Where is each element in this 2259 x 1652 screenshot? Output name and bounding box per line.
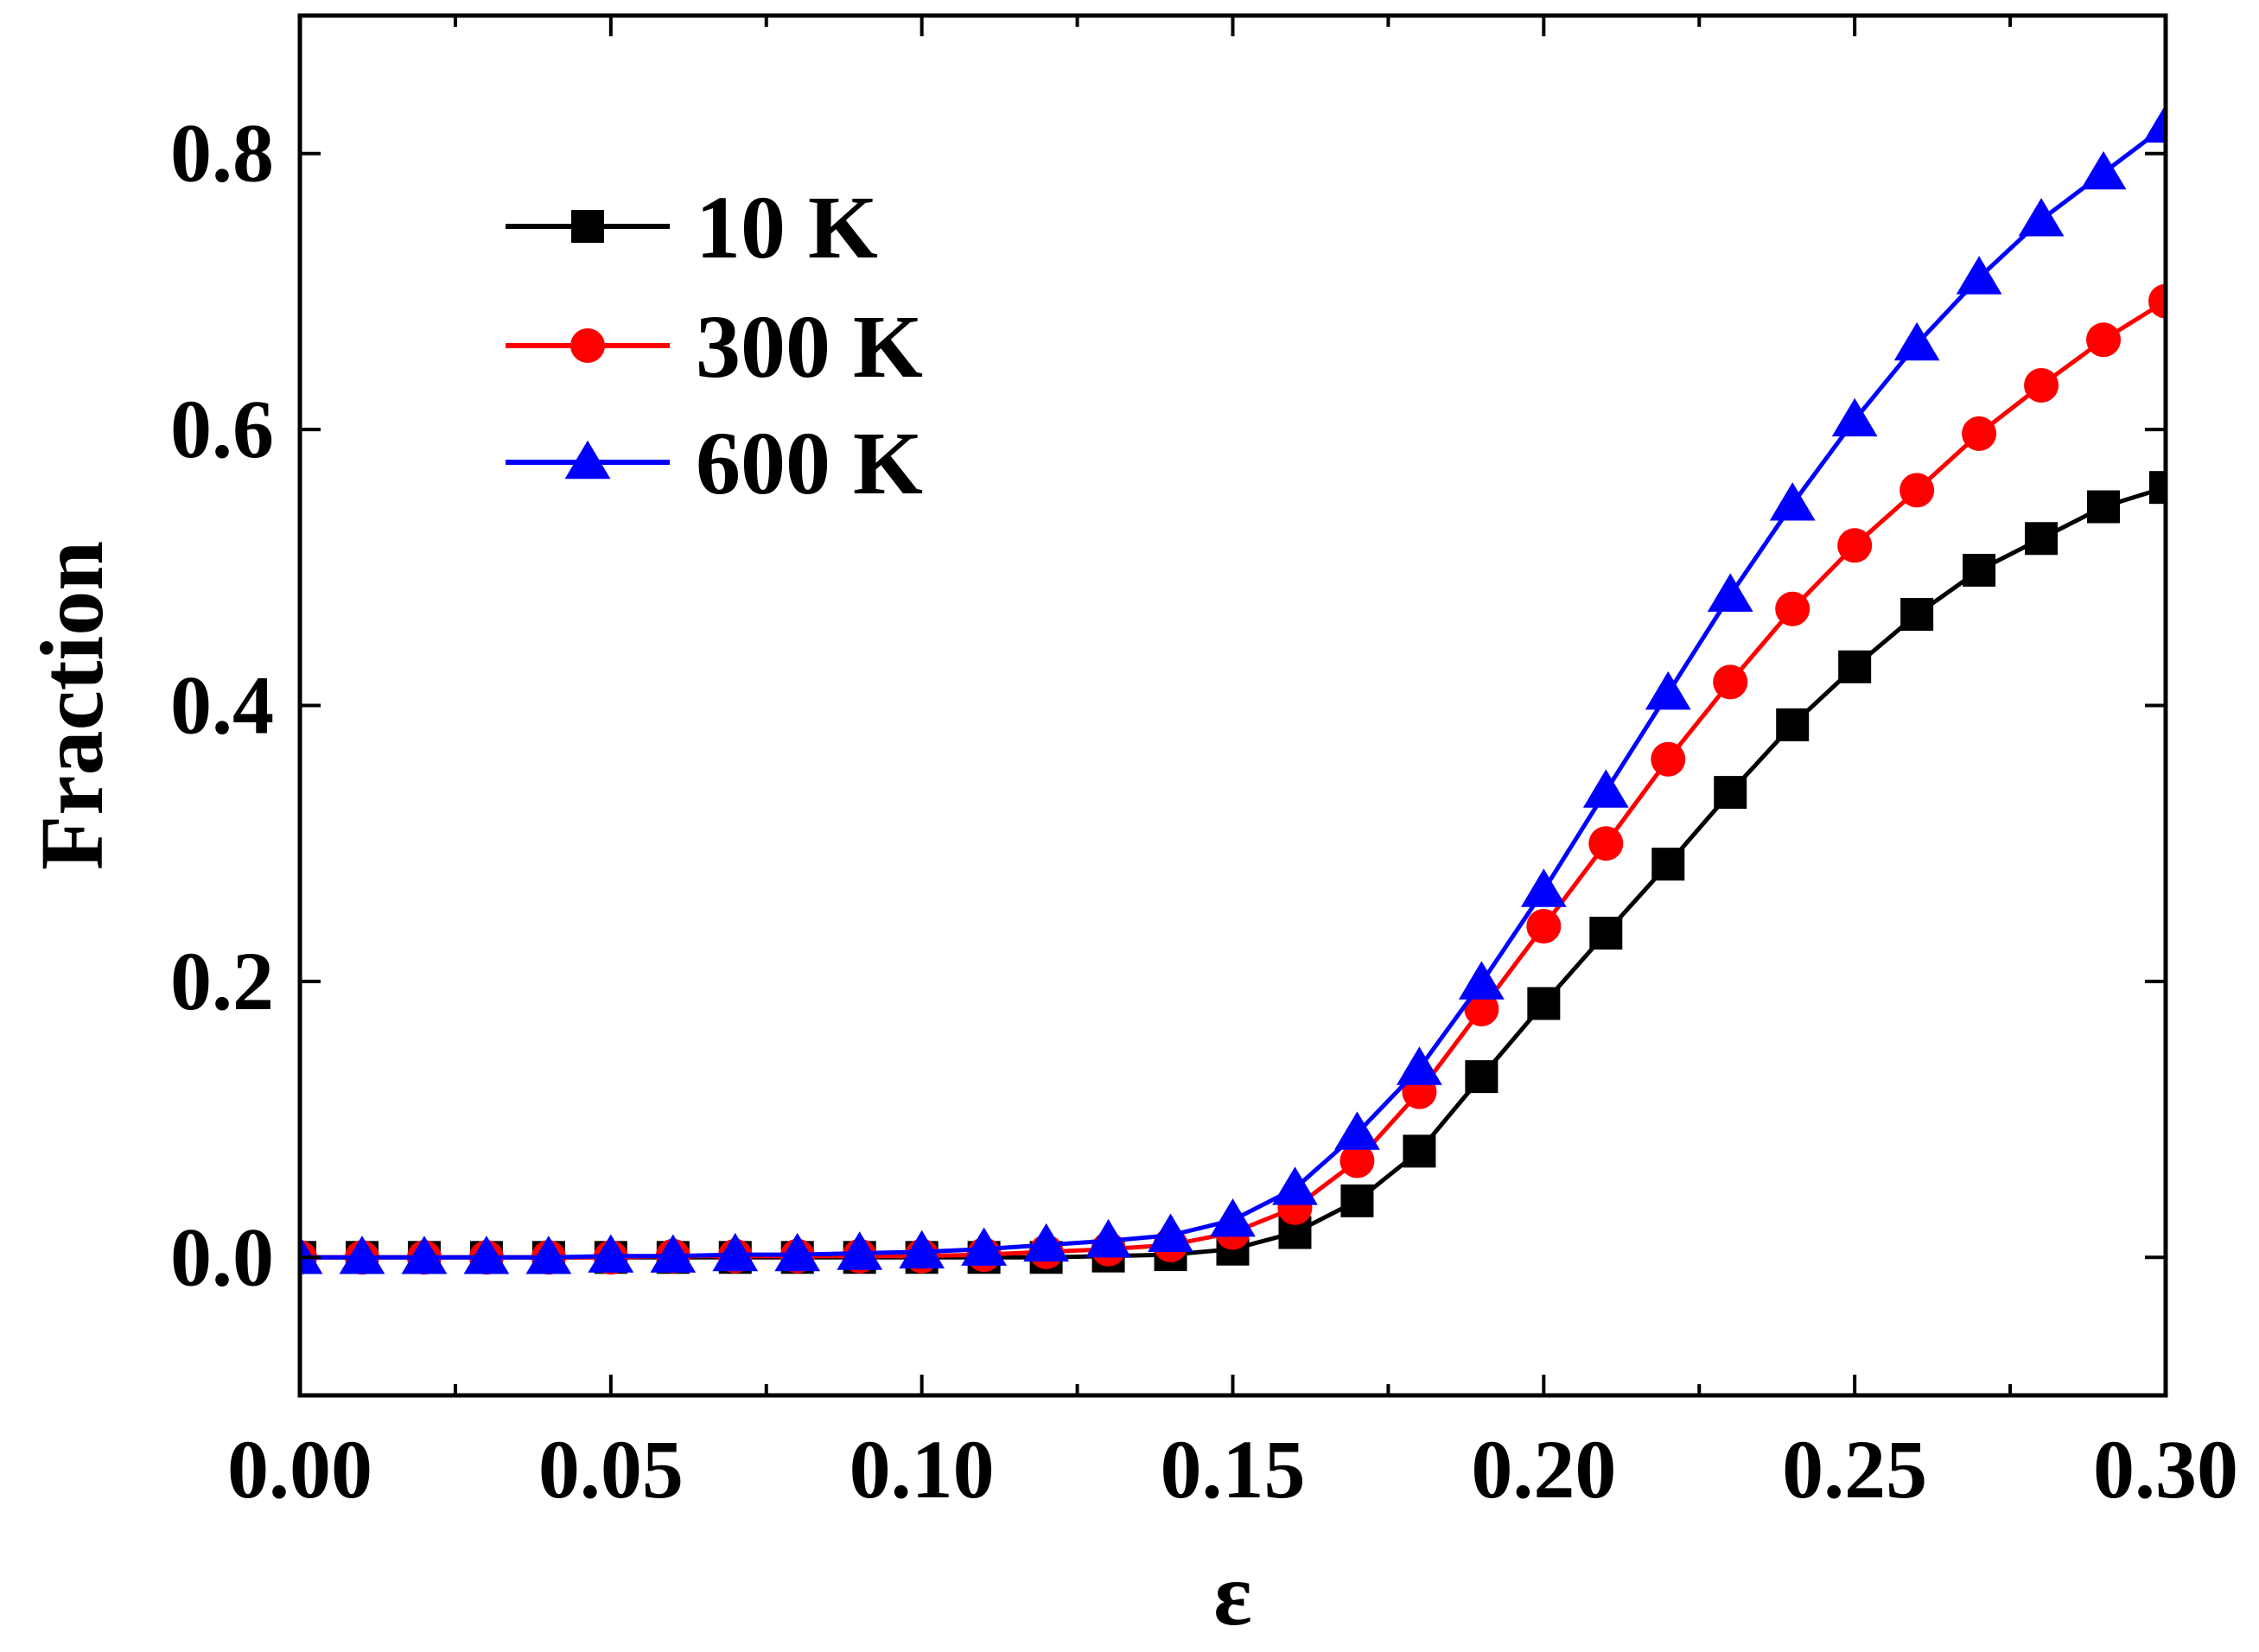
data-point-600k [961,1227,1008,1266]
data-point-600k [1085,1218,1131,1258]
data-point-300k [2148,283,2166,319]
data-point-600k [1458,961,1505,1000]
legend-label-600k: 600 K [696,414,923,513]
data-point-300k [2086,322,2122,358]
data-point-300k [1775,591,1810,626]
y-tick-label: 0.2 [170,935,274,1027]
data-point-10k [2149,471,2166,505]
y-tick-label: 0.4 [170,659,274,752]
series-600k [300,104,2166,1274]
x-tick-label: 0.15 [1161,1423,1306,1515]
data-point-300k [1464,991,1499,1026]
data-point-600k [300,1236,323,1274]
data-point-10k [2025,522,2059,556]
y-tick-label: 0.6 [170,383,274,475]
data-point-10k [2087,490,2121,524]
data-point-300k [1651,741,1686,777]
x-tick-label: 0.25 [1782,1423,1927,1515]
y-tick-label: 0.8 [170,107,274,200]
data-point-600k [2142,104,2166,143]
data-point-600k [1148,1213,1193,1252]
data-point-10k [1403,1134,1436,1168]
data-point-600k [1707,573,1753,612]
data-point-10k [1651,848,1685,881]
data-point-600k [1956,256,2002,295]
data-point-600k [2080,150,2127,190]
data-point-10k [1776,708,1810,741]
axis-ticks [298,16,2167,1395]
data-point-300k [1588,826,1624,861]
legend-label-10k: 10 K [696,178,878,277]
x-axis-title: ε [1213,1545,1251,1644]
data-point-600k [837,1231,883,1270]
data-point-10k [1589,917,1623,950]
data-point-300k [1837,528,1873,563]
x-tick-label: 0.10 [850,1423,995,1515]
data-point-600k [588,1234,634,1273]
data-point-600k [712,1232,759,1272]
legend: 10 K 300 K 600 K [506,178,923,513]
data-point-300k [1339,1143,1375,1179]
data-point-600k [463,1236,510,1274]
data-point-600k [2018,198,2065,237]
legend-marker-600k [564,440,611,480]
data-point-10k [1340,1184,1374,1217]
data-point-10k [1527,987,1561,1020]
data-point-300k [2024,367,2059,403]
data-point-600k [1272,1166,1318,1205]
x-tick-label: 0.05 [538,1423,684,1515]
x-tick-label: 0.30 [2093,1423,2238,1515]
data-point-300k [1526,909,1562,944]
data-point-10k [1465,1060,1499,1094]
tick-labels: 0.00 0.05 0.10 0.15 0.20 0.25 0.30 0.0 0.2 0.4 0.6… [170,107,2238,1515]
data-point-600k [774,1232,821,1272]
data-point-600k [650,1234,697,1273]
data-point-600k [1582,769,1629,808]
data-point-600k [1893,321,1940,361]
legend-marker-300k [570,328,605,363]
data-point-600k [1645,670,1691,710]
x-tick-label: 0.00 [227,1423,372,1515]
legend-label-300k: 300 K [696,297,923,397]
data-point-10k [1900,598,1934,632]
data-point-300k [1962,416,1997,451]
data-point-10k [1838,650,1872,683]
data-point-600k [899,1229,945,1269]
plot-series [300,104,2166,1275]
data-point-600k [1769,482,1816,521]
data-point-600k [1397,1046,1442,1085]
data-point-300k [1899,473,1935,508]
y-axis-title: Fraction [22,541,122,870]
x-tick-label: 0.20 [1471,1423,1616,1515]
data-point-300k [1713,664,1748,700]
data-point-600k [1520,868,1567,907]
y-tick-label: 0.0 [170,1210,274,1303]
data-point-600k [1334,1111,1380,1150]
data-point-600k [1831,397,1878,437]
data-point-600k [1210,1198,1256,1237]
data-point-600k [401,1236,448,1274]
legend-marker-10k [571,210,604,243]
data-point-600k [525,1236,572,1274]
data-point-10k [1963,553,1996,587]
data-point-10k [1714,776,1747,810]
data-point-600k [1023,1223,1069,1262]
data-point-600k [339,1236,385,1274]
